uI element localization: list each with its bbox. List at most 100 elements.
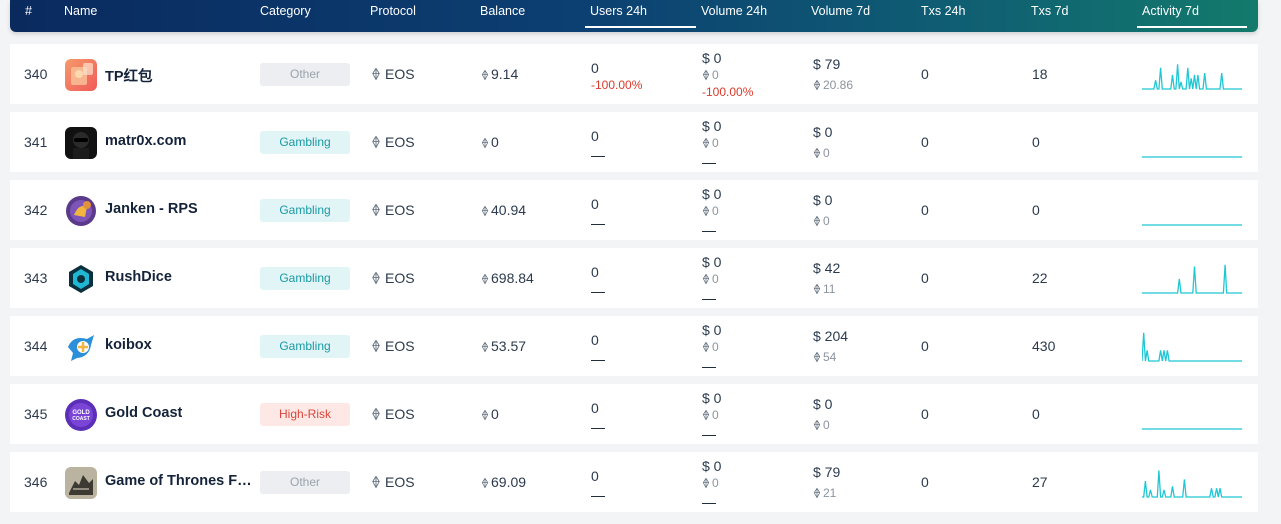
txs-24h-value: 0 [921, 338, 929, 354]
col-protocol[interactable]: Protocol [370, 4, 416, 18]
eos-icon [372, 68, 380, 80]
volume-7d-usd: $ 0 [813, 396, 833, 412]
activity-sparkline [1142, 470, 1242, 498]
balance-value: 0 [491, 134, 499, 150]
eos-icon [481, 70, 489, 80]
volume-7d-eos: 20.86 [823, 78, 854, 92]
table-row[interactable]: 343 RushDice Gambling EOS 698.84 0 $ 0 0 $ 42 11 0… [10, 248, 1258, 308]
col-rank[interactable]: # [25, 4, 32, 18]
balance-cell: 698.84 [481, 270, 534, 286]
dapp-name-link[interactable]: Janken - RPS [105, 201, 198, 217]
eos-icon [372, 476, 380, 488]
balance-value: 69.09 [491, 474, 527, 490]
eos-icon [702, 342, 710, 352]
col-balance[interactable]: Balance [480, 4, 526, 18]
dapp-name-link[interactable]: matr0x.com [105, 133, 187, 149]
table-row[interactable]: 340 TP红包 Other EOS 9.14 0 -100.00% $ 0 0 -100.00%… [10, 44, 1258, 104]
volume-24h-eos: 0 [712, 272, 719, 286]
rank: 341 [24, 134, 48, 150]
gold-coast-icon[interactable]: GOLD COAST [65, 399, 97, 431]
protocol-cell: EOS [371, 66, 415, 82]
no-change-dash [591, 428, 605, 429]
txs-24h-value: 0 [921, 474, 929, 490]
dapp-name-link[interactable]: koibox [105, 337, 152, 353]
rushdice-icon[interactable] [65, 263, 97, 295]
eos-icon [813, 352, 821, 362]
eos-icon [702, 206, 710, 216]
dapp-name-link[interactable]: Game of Thrones Fi... [105, 473, 253, 489]
category-badge[interactable]: Gambling [260, 199, 350, 222]
eos-icon [702, 410, 710, 420]
balance-cell: 0 [481, 406, 499, 422]
koibox-icon[interactable] [65, 331, 97, 363]
balance-cell: 0 [481, 134, 499, 150]
volume-24h-eos: 0 [712, 136, 719, 150]
col-volume-24h[interactable]: Volume 24h [701, 4, 768, 18]
users-24h-cell: 0 [591, 400, 605, 432]
activity-sparkline [1142, 156, 1242, 158]
eos-icon [813, 284, 821, 294]
no-change-dash [591, 224, 605, 225]
eos-icon [813, 80, 821, 90]
volume-24h-usd: $ 0 [702, 186, 722, 202]
eos-icon [702, 70, 710, 80]
protocol-cell: EOS [371, 474, 415, 490]
game-of-thrones-icon[interactable] [65, 467, 97, 499]
volume-7d-eos: 54 [823, 350, 837, 364]
category-badge[interactable]: Other [260, 471, 350, 494]
volume-7d-usd: $ 204 [813, 328, 849, 344]
balance-value: 0 [491, 406, 499, 422]
no-change-dash [591, 496, 605, 497]
no-change-dash [702, 435, 716, 436]
balance-cell: 9.14 [481, 66, 518, 82]
col-volume-7d[interactable]: Volume 7d [811, 4, 871, 18]
volume-24h-usd: $ 0 [702, 50, 722, 66]
volume-24h-change: -100.00% [702, 85, 754, 99]
janken-icon[interactable] [65, 195, 97, 227]
rank: 340 [24, 66, 48, 82]
svg-text:COAST: COAST [72, 416, 90, 422]
col-category[interactable]: Category [260, 4, 311, 18]
category-badge[interactable]: Gambling [260, 131, 350, 154]
users-24h-cell: 0 [591, 264, 605, 296]
volume-7d-eos: 0 [823, 418, 830, 432]
category-badge[interactable]: Gambling [260, 335, 350, 358]
no-change-dash [702, 367, 716, 368]
txs-7d-value: 0 [1032, 134, 1040, 150]
activity-sparkline [1142, 332, 1242, 362]
category-badge[interactable]: Other [260, 63, 350, 86]
table-row[interactable]: 344 koibox Gambling EOS 53.57 0 $ 0 0 $ 204 54 0 43… [10, 316, 1258, 376]
volume-7d-usd: $ 0 [813, 124, 833, 140]
col-users-24h[interactable]: Users 24h [585, 4, 696, 28]
protocol-label: EOS [385, 406, 415, 422]
protocol-label: EOS [385, 134, 415, 150]
volume-24h-cell: $ 0 0 -100.00% [702, 50, 753, 100]
matr0x-icon[interactable] [65, 127, 97, 159]
rank: 342 [24, 202, 48, 218]
category-badge[interactable]: Gambling [260, 267, 350, 290]
dapp-name-link[interactable]: TP红包 [105, 69, 153, 85]
dapp-name-link[interactable]: RushDice [105, 269, 172, 285]
volume-7d-usd: $ 79 [813, 56, 841, 72]
eos-icon [813, 420, 821, 430]
dapp-name-link[interactable]: Gold Coast [105, 405, 183, 421]
col-activity-7d[interactable]: Activity 7d [1137, 4, 1247, 28]
volume-7d-cell: $ 79 20.86 [813, 54, 853, 95]
col-txs-24h[interactable]: Txs 24h [921, 4, 966, 18]
protocol-cell: EOS [371, 134, 415, 150]
col-txs-7d[interactable]: Txs 7d [1031, 4, 1069, 18]
col-name[interactable]: Name [64, 4, 98, 18]
tp-redpacket-icon[interactable] [65, 59, 97, 91]
table-row[interactable]: 346 Game of Thrones Fi... Other EOS 69.09 0 $ … [10, 452, 1258, 512]
txs-24h-value: 0 [921, 134, 929, 150]
volume-24h-eos: 0 [712, 408, 719, 422]
category-badge[interactable]: High-Risk [260, 403, 350, 426]
